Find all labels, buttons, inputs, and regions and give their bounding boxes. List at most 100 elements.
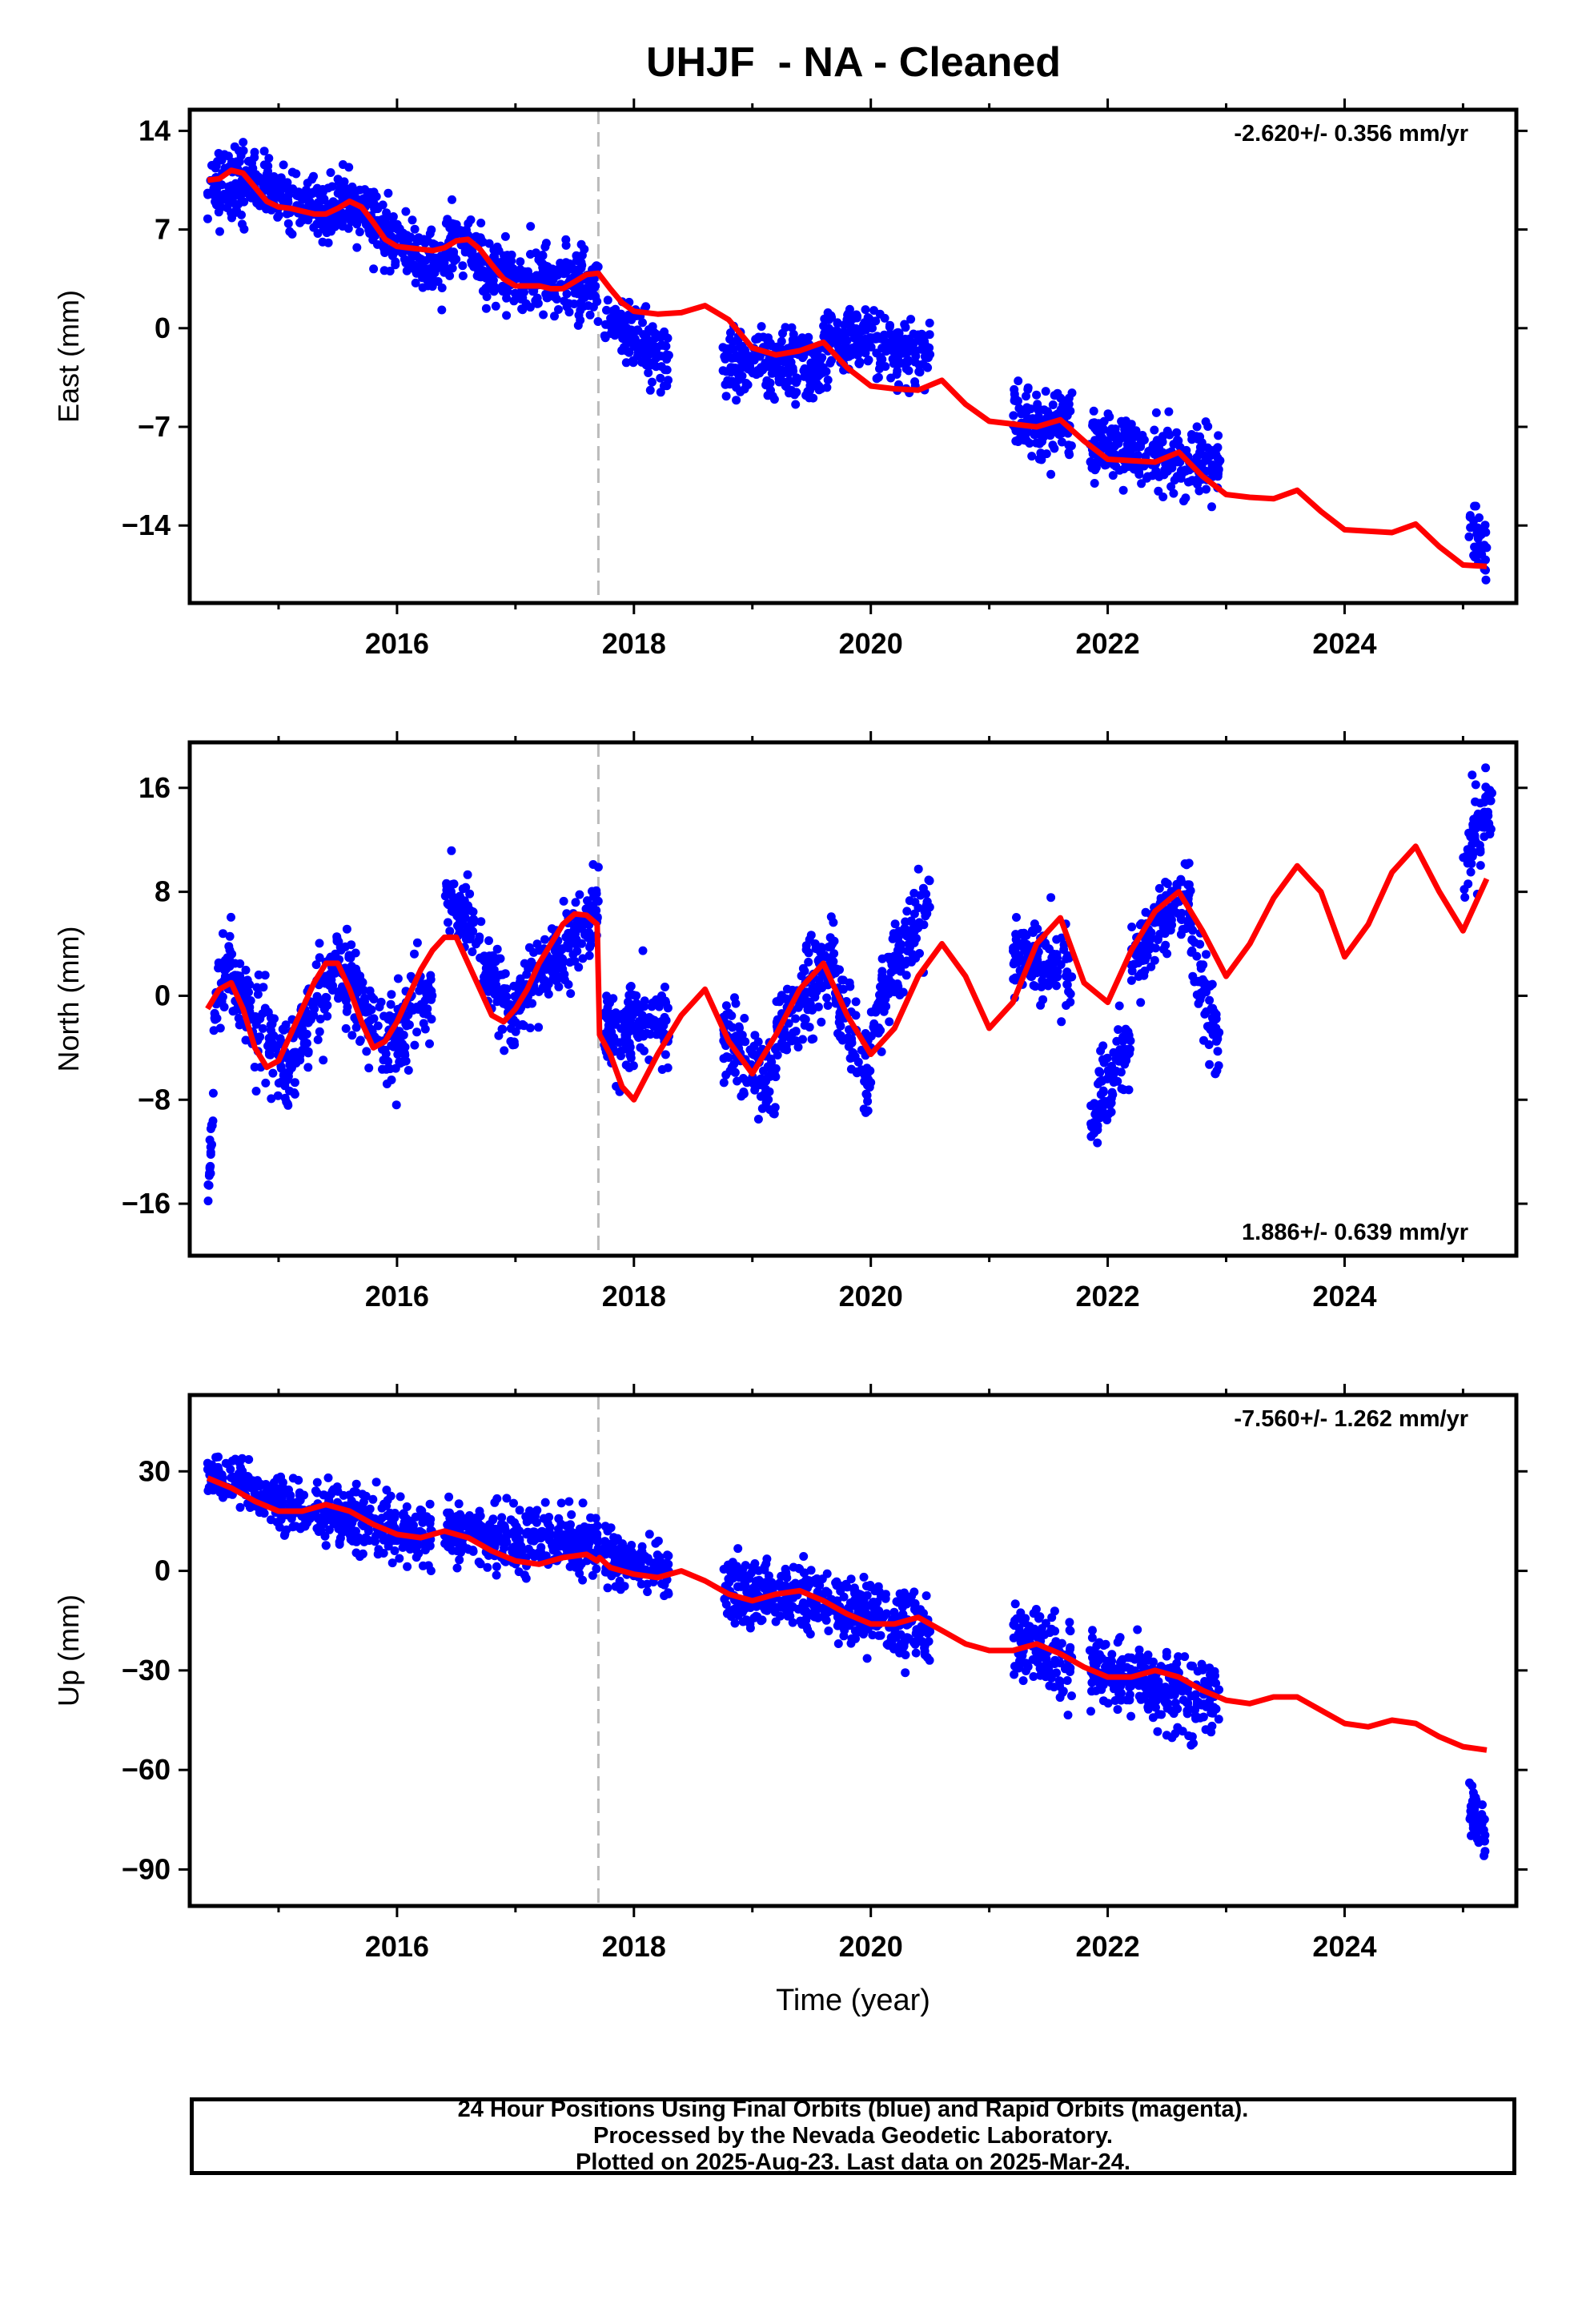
data-point xyxy=(1480,832,1489,842)
data-point xyxy=(600,333,610,343)
data-point xyxy=(893,366,902,376)
data-point xyxy=(368,235,378,244)
data-point xyxy=(313,1514,323,1523)
data-point xyxy=(1147,444,1157,453)
data-point xyxy=(405,1545,415,1554)
data-point xyxy=(866,1031,876,1041)
x-tick-label: 2020 xyxy=(839,1280,903,1313)
data-point xyxy=(784,368,793,378)
data-point xyxy=(334,1517,343,1526)
data-point xyxy=(1212,1036,1221,1046)
data-point xyxy=(1118,485,1128,495)
data-point xyxy=(761,380,771,390)
data-point xyxy=(268,1068,278,1078)
data-point xyxy=(315,953,324,963)
data-point xyxy=(1067,388,1077,398)
data-point xyxy=(805,1023,814,1032)
data-point xyxy=(579,1543,588,1553)
data-point xyxy=(1049,949,1058,959)
data-point xyxy=(319,1055,328,1065)
data-point xyxy=(753,1037,763,1047)
data-point xyxy=(365,187,375,197)
data-point xyxy=(1195,486,1204,496)
data-point xyxy=(664,376,673,385)
data-point xyxy=(923,363,933,372)
data-point xyxy=(1150,955,1159,965)
data-point xyxy=(364,1063,374,1073)
data-point xyxy=(335,1540,344,1549)
data-point xyxy=(648,322,657,332)
data-point xyxy=(423,1010,432,1019)
data-point xyxy=(804,997,813,1007)
data-point xyxy=(479,269,488,279)
data-point xyxy=(283,178,292,187)
data-point xyxy=(219,929,227,939)
data-point xyxy=(781,323,790,332)
data-point xyxy=(458,271,468,280)
data-point xyxy=(575,890,584,899)
data-point xyxy=(501,1533,511,1542)
data-point xyxy=(1104,1109,1114,1119)
data-point xyxy=(1094,1068,1104,1077)
data-point xyxy=(1124,1085,1134,1095)
data-point xyxy=(925,343,934,352)
data-point xyxy=(220,195,230,204)
data-point xyxy=(213,182,223,191)
data-point xyxy=(300,191,310,200)
data-point xyxy=(1184,858,1194,868)
data-point xyxy=(864,356,873,364)
data-point xyxy=(235,1020,244,1030)
data-point xyxy=(861,325,870,335)
data-point xyxy=(1465,511,1475,521)
data-point xyxy=(556,946,565,955)
data-point xyxy=(862,339,872,348)
data-point xyxy=(258,1023,267,1033)
data-point xyxy=(1195,995,1205,1004)
data-point xyxy=(735,374,744,384)
data-point xyxy=(398,247,408,257)
data-point xyxy=(782,1045,792,1055)
data-point xyxy=(442,881,452,891)
data-point xyxy=(624,991,634,1000)
data-point xyxy=(327,1486,337,1496)
data-point xyxy=(731,999,741,1008)
data-point xyxy=(600,1522,610,1531)
data-point xyxy=(822,993,832,1003)
data-point xyxy=(1146,962,1156,971)
data-point xyxy=(362,1047,371,1056)
data-points xyxy=(203,763,1496,1206)
data-point xyxy=(1113,1076,1122,1086)
data-point xyxy=(851,997,861,1007)
data-point xyxy=(876,352,885,362)
data-point xyxy=(833,319,842,328)
data-point xyxy=(562,289,572,299)
data-point xyxy=(902,907,912,916)
data-point xyxy=(575,1562,584,1572)
data-point xyxy=(440,267,449,276)
data-point xyxy=(278,1478,287,1487)
data-point xyxy=(895,359,905,368)
data-point xyxy=(921,901,931,911)
data-point xyxy=(437,305,447,315)
data-point xyxy=(399,232,408,242)
data-point xyxy=(1066,997,1075,1007)
data-point xyxy=(492,944,502,954)
data-point xyxy=(1059,945,1069,955)
data-point xyxy=(312,1478,322,1487)
data-point xyxy=(737,1092,746,1101)
data-point xyxy=(455,903,464,912)
data-point xyxy=(472,258,482,267)
data-point xyxy=(516,295,526,304)
data-point xyxy=(730,366,740,376)
data-point xyxy=(246,1483,255,1493)
x-tick-label: 2016 xyxy=(365,627,429,660)
data-point xyxy=(1098,1076,1107,1085)
data-point xyxy=(313,1035,323,1044)
data-point xyxy=(463,870,472,879)
data-point xyxy=(1466,832,1476,842)
data-point xyxy=(1114,1001,1124,1011)
data-point xyxy=(228,1007,238,1016)
data-point xyxy=(1035,439,1044,448)
data-point xyxy=(417,1513,427,1522)
data-point xyxy=(1010,950,1020,959)
